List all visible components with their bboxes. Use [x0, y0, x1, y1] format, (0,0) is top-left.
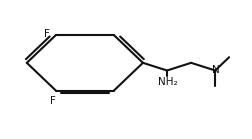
Text: N: N [212, 65, 220, 75]
Text: F: F [44, 29, 50, 39]
Text: NH₂: NH₂ [158, 76, 177, 86]
Text: F: F [50, 96, 56, 106]
